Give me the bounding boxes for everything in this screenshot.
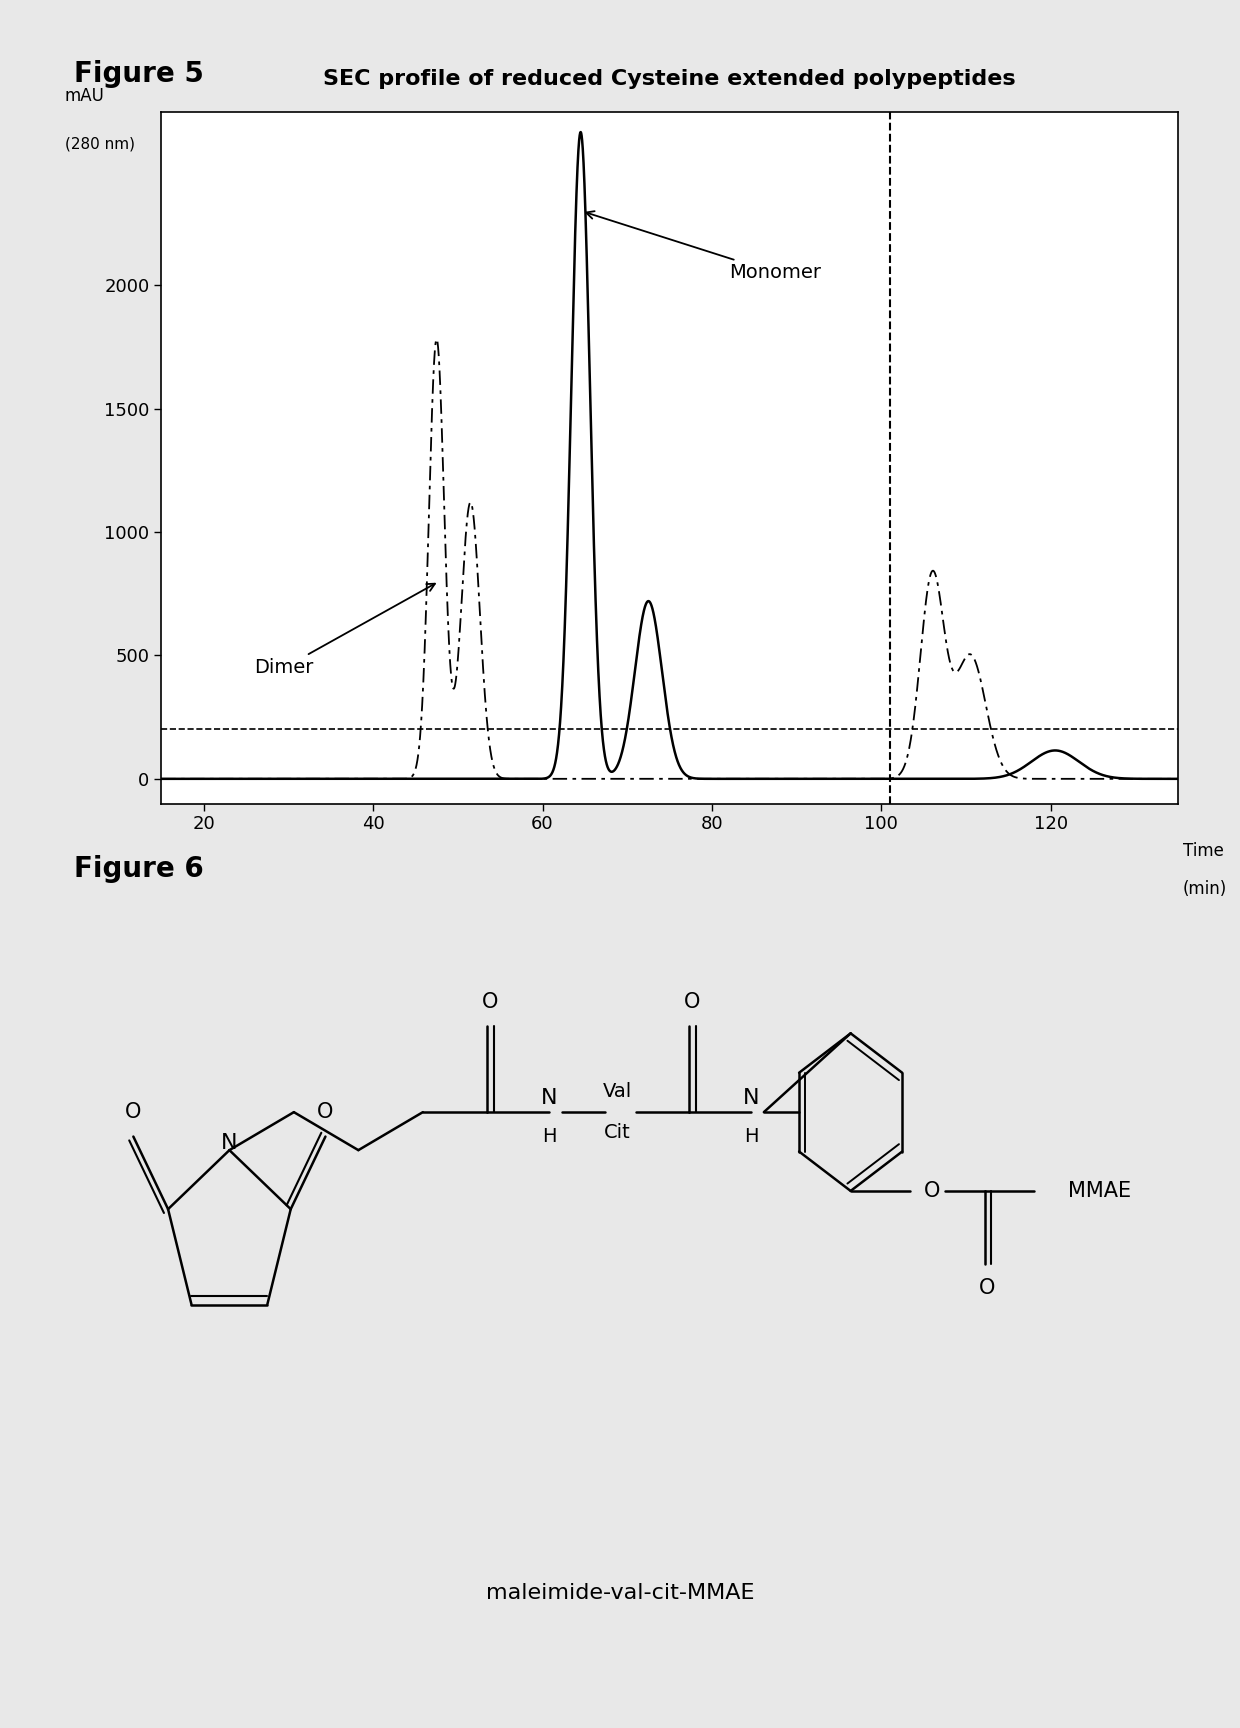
Text: Figure 5: Figure 5	[74, 60, 205, 88]
Text: Cit: Cit	[604, 1123, 631, 1142]
Text: H: H	[542, 1127, 557, 1146]
Title: SEC profile of reduced Cysteine extended polypeptides: SEC profile of reduced Cysteine extended…	[324, 69, 1016, 88]
Text: MMAE: MMAE	[1068, 1180, 1131, 1201]
Text: (280 nm): (280 nm)	[64, 137, 135, 152]
Text: O: O	[683, 992, 701, 1011]
Text: Val: Val	[603, 1082, 632, 1101]
Text: O: O	[317, 1102, 334, 1123]
Text: maleimide-val-cit-MMAE: maleimide-val-cit-MMAE	[486, 1583, 754, 1604]
Text: Figure 6: Figure 6	[74, 855, 205, 883]
Text: Monomer: Monomer	[587, 211, 821, 282]
Text: O: O	[924, 1180, 941, 1201]
Text: N: N	[221, 1134, 238, 1153]
Text: Time: Time	[1183, 842, 1224, 859]
Text: N: N	[743, 1089, 760, 1108]
Text: N: N	[541, 1089, 558, 1108]
Text: mAU: mAU	[64, 88, 104, 105]
Text: O: O	[125, 1102, 141, 1123]
Text: O: O	[978, 1277, 996, 1298]
Text: O: O	[481, 992, 498, 1011]
Text: (min): (min)	[1183, 880, 1228, 897]
Text: Dimer: Dimer	[254, 584, 435, 677]
Text: H: H	[744, 1127, 759, 1146]
